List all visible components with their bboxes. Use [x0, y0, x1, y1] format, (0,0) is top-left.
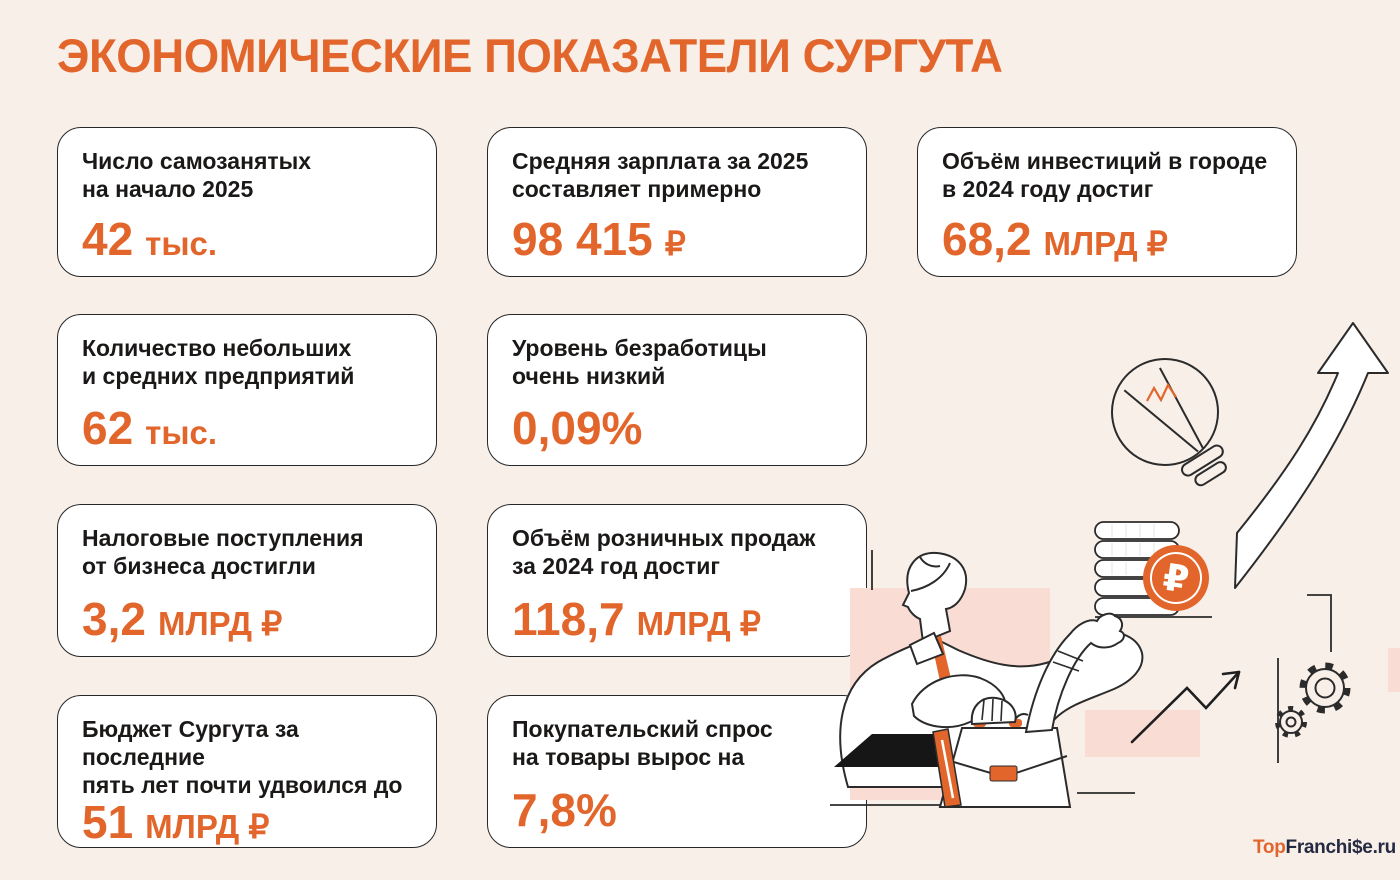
stat-value-row: 62 тыс. [82, 405, 412, 451]
stat-label: Бюджет Сургута за последние пять лет поч… [82, 716, 403, 799]
stat-unit: МЛРД ₽ [145, 808, 270, 846]
stat-unit: МЛРД ₽ [157, 605, 283, 642]
stat-card-budget: Бюджет Сургута за последние пять лет поч… [57, 695, 437, 848]
gear-icon-large [1299, 662, 1351, 714]
bracket-line [1307, 594, 1332, 652]
stat-card-retail-sales: Объём розничных продаж за 2024 год дости… [487, 504, 867, 657]
stat-value-row: 42 тыс. [82, 216, 412, 262]
stat-value: 7,8% [512, 784, 617, 836]
stat-label: Покупательский спрос на товары вырос на [512, 716, 773, 771]
stat-value-row: 0,09% [512, 405, 842, 451]
stat-card-self-employed: Число самозанятых на начало 2025 42 тыс. [57, 127, 437, 277]
topfranchise-logo: TopFranchi$e.ru [1253, 837, 1396, 859]
stat-value: 3,2 [82, 593, 146, 645]
stat-unit: тыс. [145, 225, 218, 262]
stat-label: Число самозанятых на начало 2025 [82, 148, 312, 203]
stat-value-row: 51 МЛРД ₽ [82, 799, 412, 845]
right-arm [1024, 612, 1125, 734]
stat-card-consumer-demand: Покупательский спрос на товары вырос на … [487, 695, 867, 848]
trend-chart-icon [1130, 670, 1241, 744]
stat-card-small-businesses: Количество небольших и средних предприят… [57, 314, 437, 466]
stat-value: 0,09% [512, 402, 643, 454]
business-growth-illustration: ₽ [830, 322, 1400, 808]
stat-card-average-salary: Средняя зарплата за 2025 составляет прим… [487, 127, 867, 277]
pink-edge-block [1388, 648, 1400, 692]
logo-part-top: Top [1253, 837, 1286, 858]
growth-arrow-icon [1234, 322, 1389, 589]
stat-value-row: 7,8% [512, 787, 842, 833]
head [901, 551, 968, 644]
stat-value-row: 118,7 МЛРД ₽ [512, 596, 842, 642]
gear-icon-small [1275, 706, 1307, 738]
stat-label: Количество небольших и средних предприят… [82, 335, 355, 390]
stat-card-investments: Объём инвестиций в городе в 2024 году до… [917, 127, 1297, 277]
stat-card-tax-revenue: Налоговые поступления от бизнеса достигл… [57, 504, 437, 657]
stat-value-row: 68,2 МЛРД ₽ [942, 216, 1272, 262]
stat-label: Объём инвестиций в городе в 2024 году до… [942, 148, 1268, 203]
stat-card-unemployment: Уровень безработицы очень низкий 0,09% [487, 314, 867, 466]
hair [910, 556, 951, 592]
stat-value: 68,2 [942, 213, 1032, 265]
stat-label: Налоговые поступления от бизнеса достигл… [82, 525, 364, 580]
stat-value-row: 3,2 МЛРД ₽ [82, 596, 412, 642]
page-title: ЭКОНОМИЧЕСКИЕ ПОКАЗАТЕЛИ СУРГУТА [57, 29, 1003, 82]
stat-value: 62 [82, 402, 134, 454]
stat-value-row: 98 415 ₽ [512, 216, 842, 262]
black-shape [834, 734, 950, 767]
lightbulb-icon [1111, 358, 1227, 487]
collar [908, 631, 945, 666]
stat-label: Уровень безработицы очень низкий [512, 335, 767, 390]
stat-label: Объём розничных продаж за 2024 год дости… [512, 525, 816, 580]
stat-unit: МЛРД ₽ [636, 605, 761, 642]
stat-value: 42 [82, 213, 134, 265]
businessman-with-briefcase [834, 551, 1144, 808]
stat-value: 51 [82, 796, 134, 849]
stat-unit: ₽ [664, 225, 686, 262]
ruble-coin-icon: ₽ [1143, 545, 1209, 611]
stat-value: 98 415 [512, 213, 653, 265]
stat-unit: МЛРД ₽ [1043, 225, 1168, 262]
stat-unit: тыс. [145, 414, 218, 451]
stat-value: 118,7 [512, 593, 625, 645]
ruble-symbol: ₽ [1160, 555, 1191, 601]
spark-icon [1146, 382, 1177, 403]
stat-label: Средняя зарплата за 2025 составляет прим… [512, 148, 809, 203]
briefcase-icon [932, 712, 1072, 808]
logo-part-franchise: Franchi$e.ru [1285, 837, 1397, 858]
